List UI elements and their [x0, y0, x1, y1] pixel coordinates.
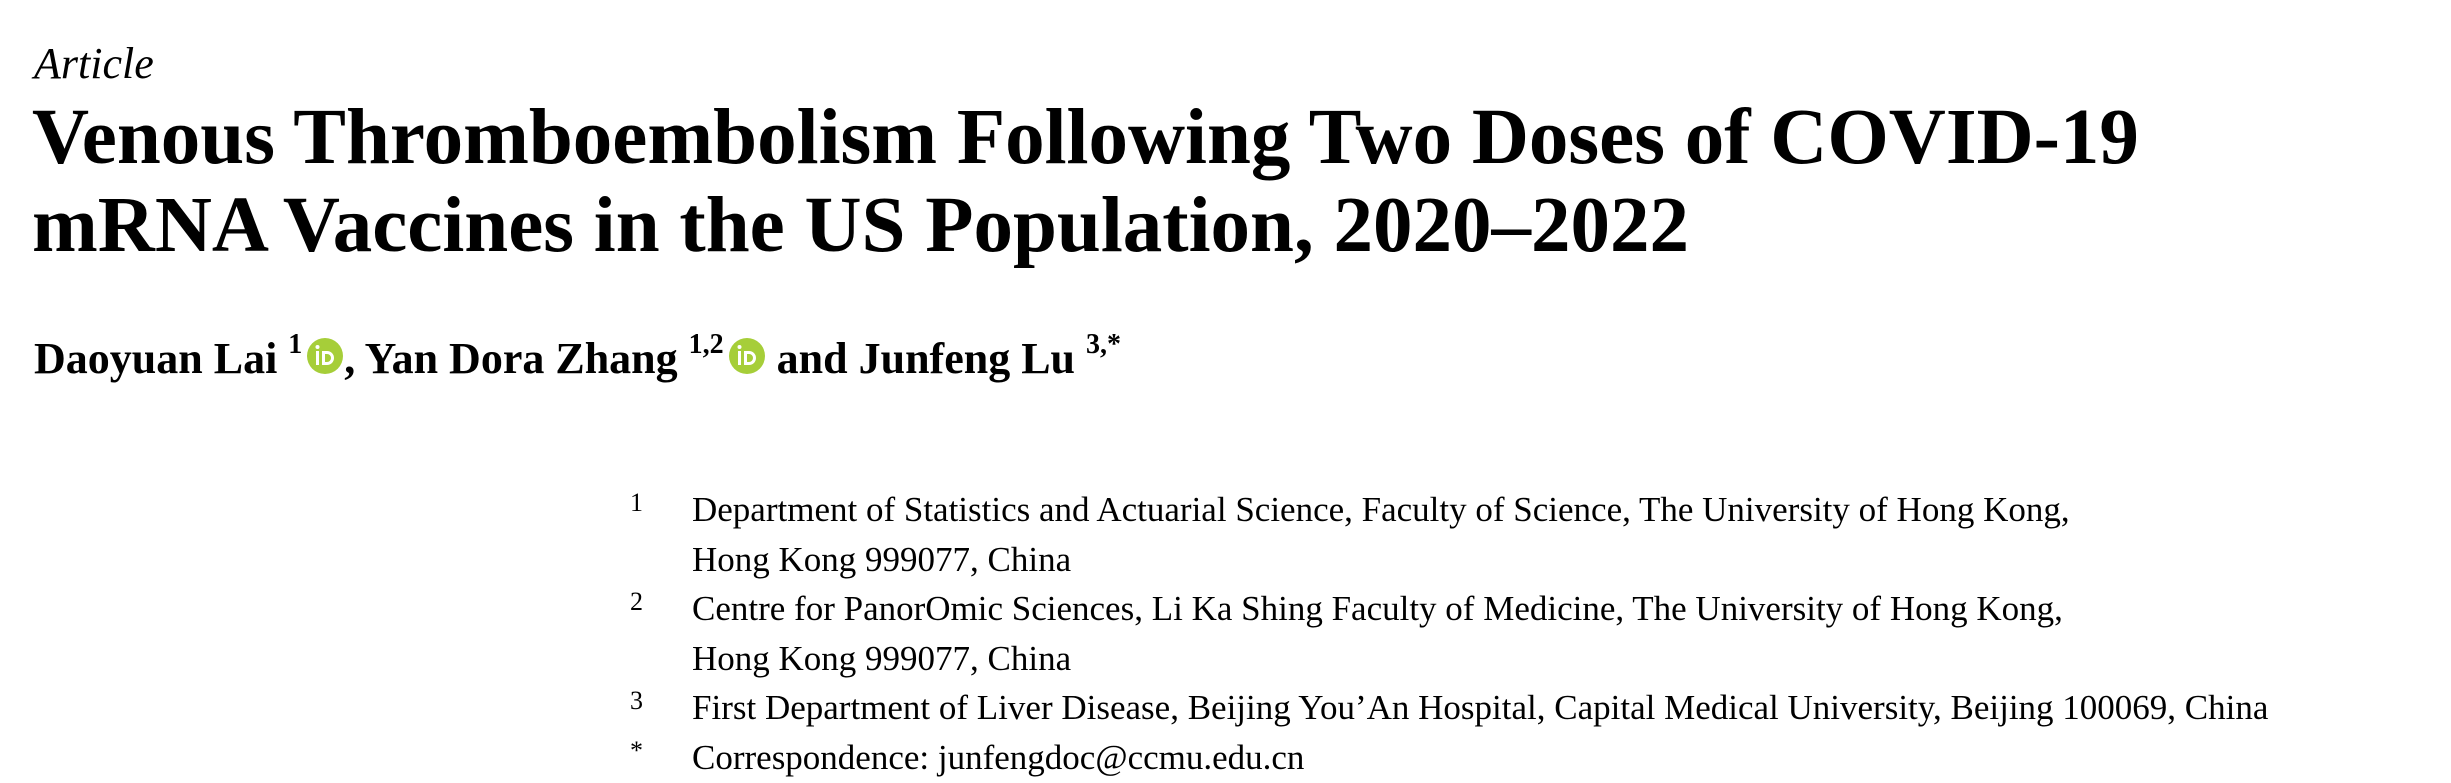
orcid-icon	[728, 338, 765, 374]
author-name: Daoyuan Lai	[34, 334, 278, 383]
title-line: mRNA Vaccines in the US Population, 2020…	[32, 182, 1689, 269]
orcid-icon	[307, 338, 344, 374]
title-line: Venous Thromboembolism Following Two Dos…	[32, 94, 2139, 181]
author-list: Daoyuan Lai 1, Yan Dora Zhang 1,2 and Ju…	[34, 329, 1121, 386]
author-name: Yan Dora Zhang	[364, 334, 678, 383]
orcid	[306, 335, 344, 386]
affiliation-line: Hong Kong 999077, China	[692, 638, 1072, 678]
author-affiliation: 1,2	[688, 329, 724, 361]
author-separator: ,	[344, 334, 356, 383]
affiliation-line: Centre for PanorOmic Sciences, Li Ka Shi…	[692, 589, 2063, 628]
affiliation-line: First Department of Liver Disease, Beiji…	[692, 688, 2269, 727]
orcid	[728, 335, 766, 386]
author-affiliation: 3,*	[1086, 329, 1122, 361]
article-type: Article	[34, 39, 154, 88]
affiliation-line: Correspondence: junfengdoc@ccmu.edu.cn	[692, 737, 1305, 777]
affiliation-marker: 3	[630, 686, 643, 715]
affiliation-marker: 1	[630, 488, 643, 517]
affiliation-line: Hong Kong 999077, China	[692, 539, 1072, 579]
author-name: Junfeng Lu	[858, 334, 1076, 383]
affiliation-line: Department of Statistics and Actuarial S…	[692, 490, 2070, 529]
author-separator: and	[776, 334, 848, 383]
affiliation-marker: *	[630, 735, 643, 765]
affiliation-marker: 2	[630, 587, 643, 616]
author-affiliation: 1	[288, 329, 303, 361]
